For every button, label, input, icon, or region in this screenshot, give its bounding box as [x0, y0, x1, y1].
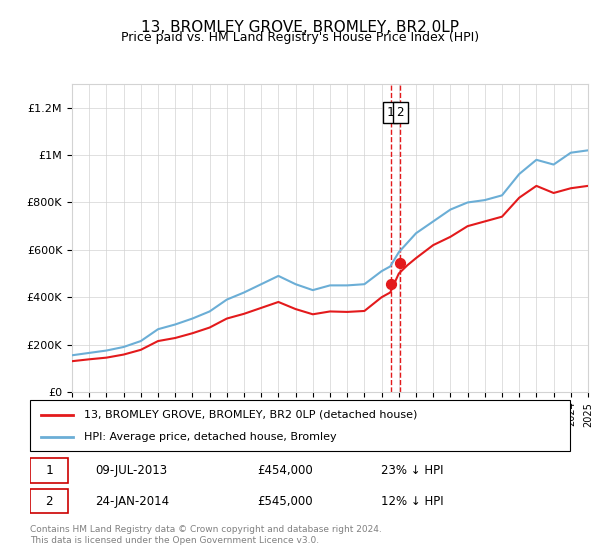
Text: 13, BROMLEY GROVE, BROMLEY, BR2 0LP: 13, BROMLEY GROVE, BROMLEY, BR2 0LP	[141, 20, 459, 35]
Text: 2: 2	[396, 106, 404, 119]
Text: 2: 2	[45, 494, 53, 508]
Point	[395, 258, 405, 267]
Text: 1: 1	[45, 464, 53, 477]
FancyBboxPatch shape	[30, 458, 68, 483]
Text: 09-JUL-2013: 09-JUL-2013	[95, 464, 167, 477]
FancyBboxPatch shape	[30, 489, 68, 514]
Text: 12% ↓ HPI: 12% ↓ HPI	[381, 494, 443, 508]
FancyBboxPatch shape	[30, 400, 570, 451]
Text: £545,000: £545,000	[257, 494, 313, 508]
Text: £454,000: £454,000	[257, 464, 313, 477]
Text: Price paid vs. HM Land Registry's House Price Index (HPI): Price paid vs. HM Land Registry's House …	[121, 31, 479, 44]
Text: 24-JAN-2014: 24-JAN-2014	[95, 494, 169, 508]
Text: 1: 1	[387, 106, 394, 119]
Text: 13, BROMLEY GROVE, BROMLEY, BR2 0LP (detached house): 13, BROMLEY GROVE, BROMLEY, BR2 0LP (det…	[84, 409, 418, 419]
Point	[386, 280, 395, 289]
Text: 23% ↓ HPI: 23% ↓ HPI	[381, 464, 443, 477]
Text: HPI: Average price, detached house, Bromley: HPI: Average price, detached house, Brom…	[84, 432, 337, 442]
Text: Contains HM Land Registry data © Crown copyright and database right 2024.
This d: Contains HM Land Registry data © Crown c…	[30, 525, 382, 545]
